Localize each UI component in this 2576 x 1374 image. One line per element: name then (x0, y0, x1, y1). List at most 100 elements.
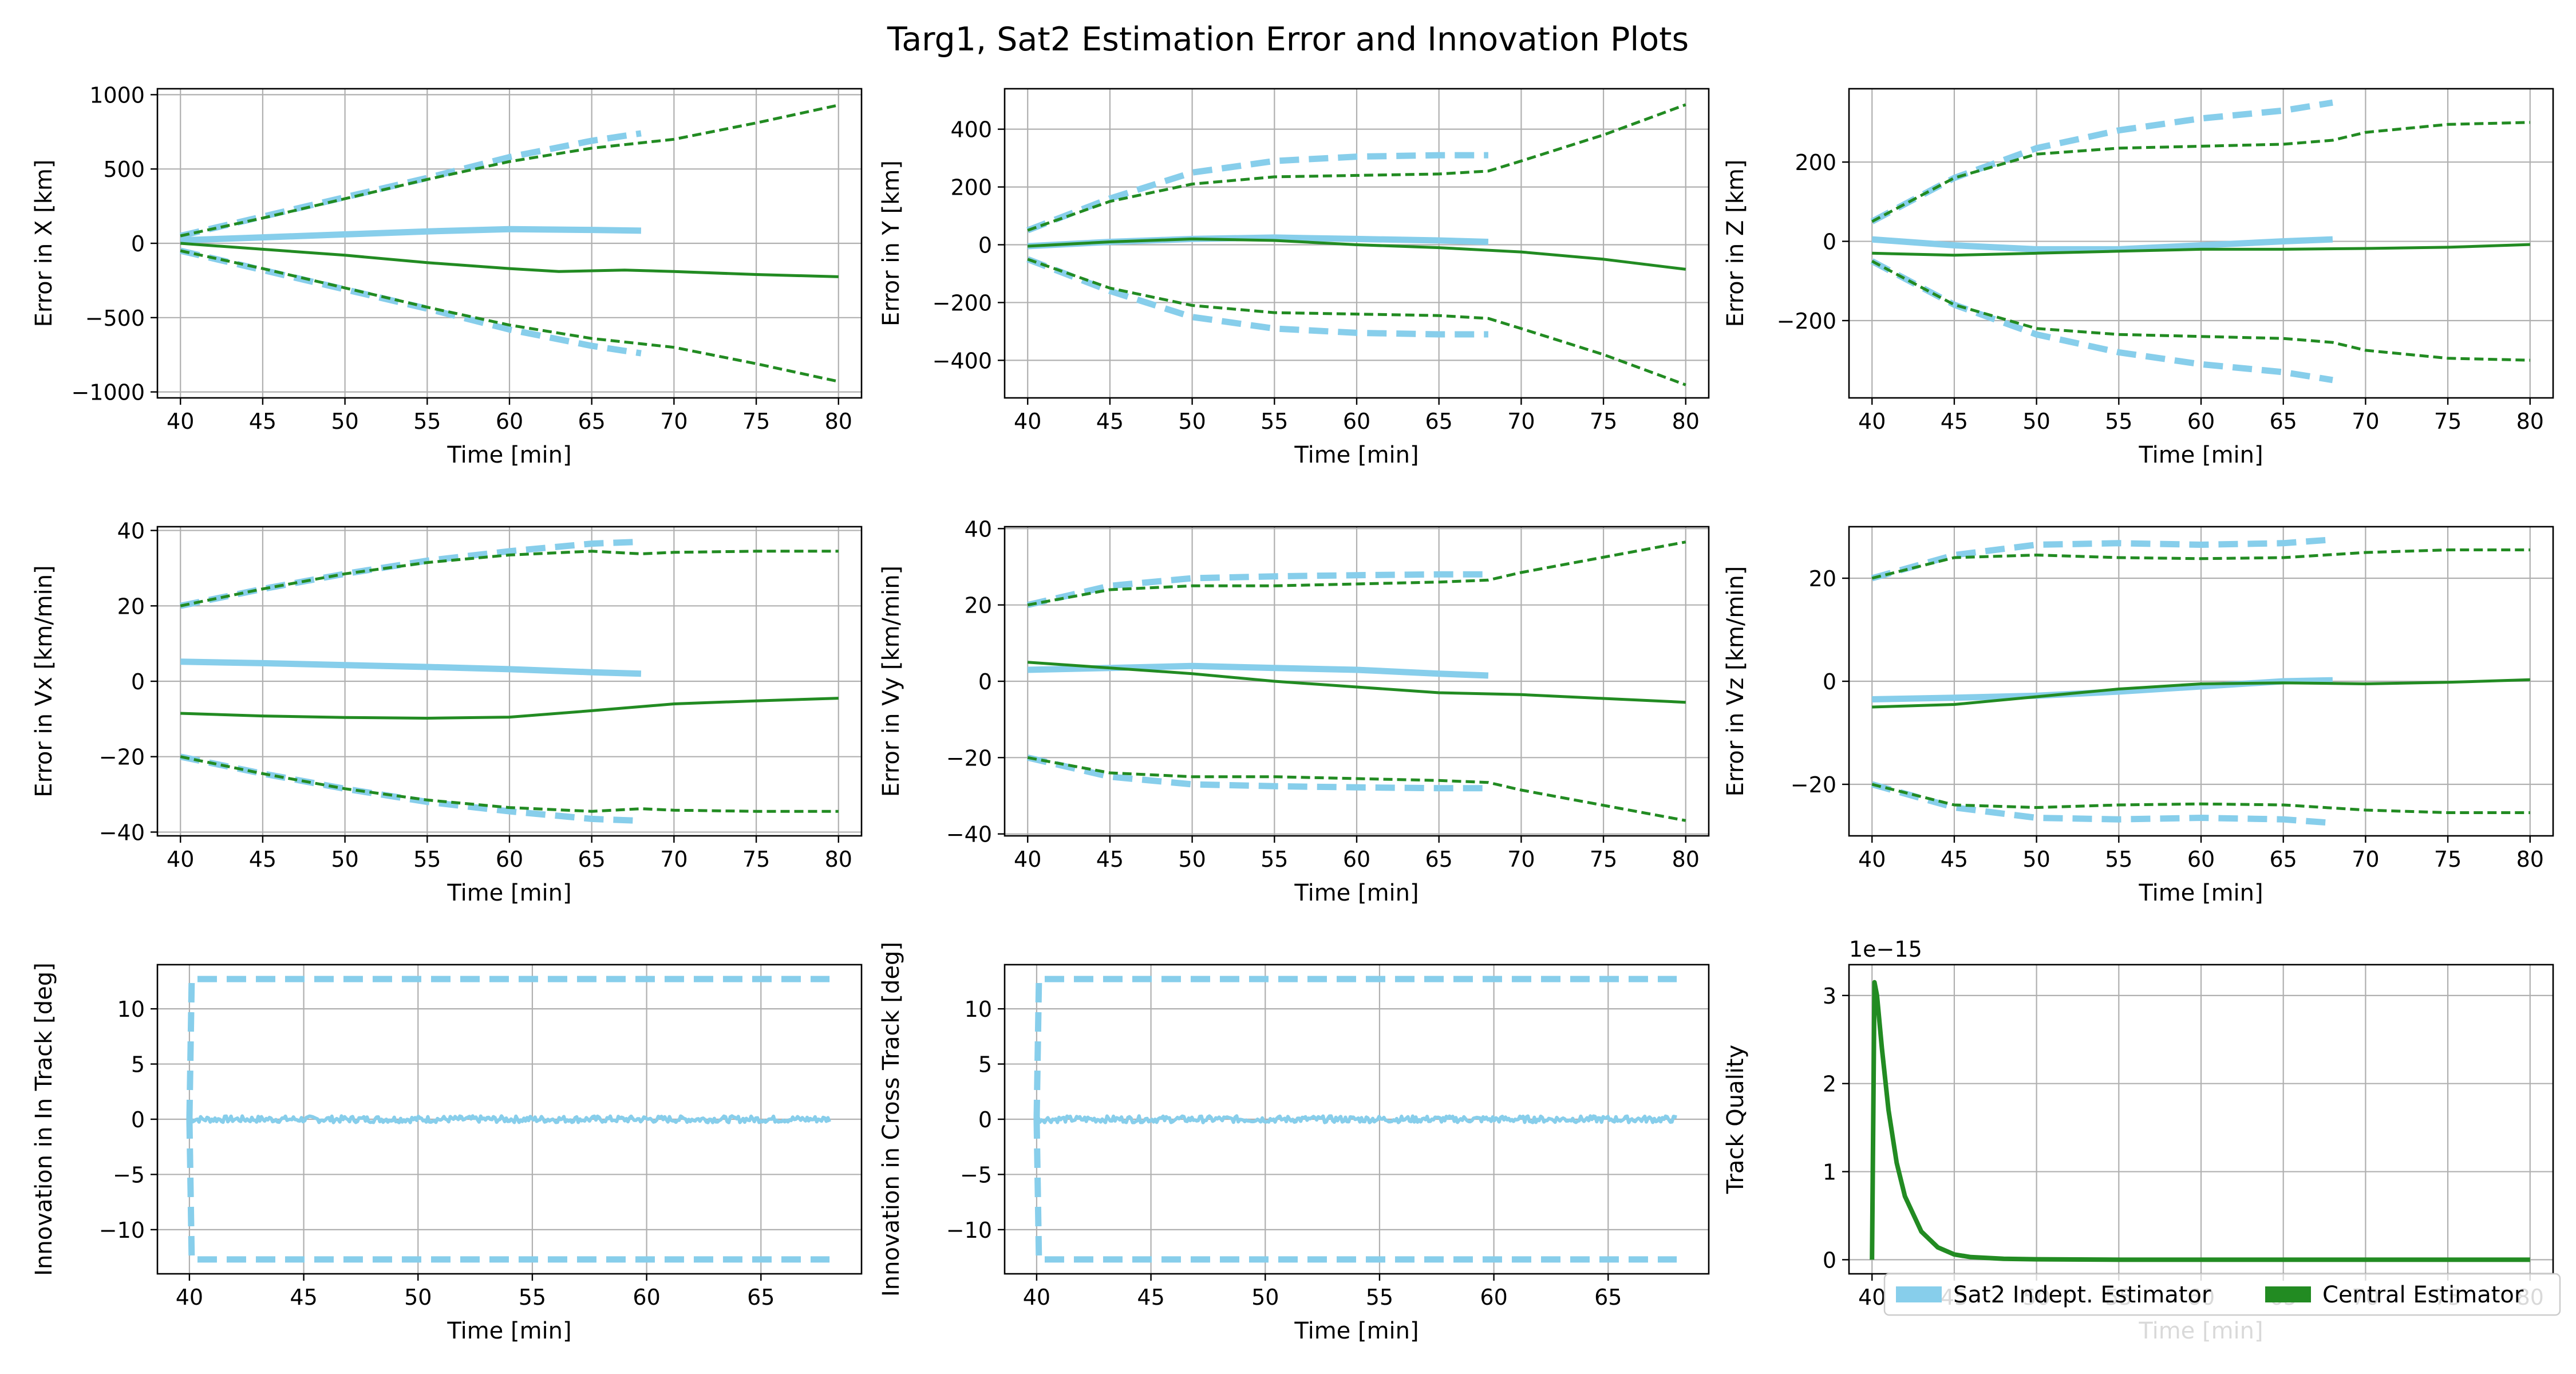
x-tick-label: 50 (1178, 847, 1206, 872)
x-tick-label: 75 (1590, 847, 1617, 872)
y-tick-label: 10 (117, 997, 145, 1022)
plot-area (186, 976, 831, 1263)
x-tick-label: 40 (167, 409, 194, 434)
x-tick-label: 55 (1261, 847, 1288, 872)
x-tick-label: 75 (2434, 409, 2462, 434)
central-bound-line (180, 755, 839, 813)
plot-area (1870, 980, 2530, 1262)
x-tick-label: 65 (578, 409, 606, 434)
figure-title: Targ1, Sat2 Estimation Error and Innovat… (887, 21, 1689, 58)
sat2-bound-line (1026, 571, 1488, 609)
x-tick-label: 45 (249, 409, 276, 434)
sat2-bound-line (180, 753, 642, 824)
y-tick-label: 5 (131, 1052, 145, 1077)
x-tick-label: 55 (1261, 409, 1288, 434)
x-tick-label: 40 (176, 1285, 203, 1310)
x-tick-label: 70 (660, 409, 688, 434)
sat2-error-line (180, 226, 641, 244)
y-axis-label: Error in Vx [km/min] (31, 565, 57, 797)
sat2-bound-line (186, 1119, 830, 1263)
x-tick-label: 40 (167, 847, 194, 872)
x-tick-label: 50 (404, 1285, 432, 1310)
x-tick-label: 60 (496, 847, 523, 872)
sat2-bound-line (1033, 1119, 1677, 1263)
subplot-8: 40 45 50 55 60 65 −10 −5 0 5 10 Time [min] Innovatio… (878, 942, 1710, 1344)
y-tick-label: 500 (103, 157, 145, 182)
y-tick-label: 0 (131, 1107, 145, 1132)
y-tick-label: −40 (946, 822, 992, 847)
y-tick-label: 200 (950, 175, 992, 200)
y-tick-label: −200 (1777, 309, 1836, 334)
y-tick-label: −20 (99, 745, 145, 770)
sat2-error-line (1871, 236, 2333, 252)
x-tick-label: 45 (249, 847, 276, 872)
y-tick-label: 0 (978, 1107, 992, 1132)
x-tick-label: 50 (2022, 847, 2050, 872)
y-tick-label: −1000 (71, 380, 145, 405)
y-tick-label: 20 (1809, 566, 1836, 591)
y-tick-label: 400 (950, 117, 992, 143)
x-tick-label: 45 (1941, 847, 1968, 872)
x-tick-label: 55 (2105, 847, 2132, 872)
x-tick-label: 60 (1480, 1285, 1507, 1310)
sat2-bound-line (1870, 99, 2333, 224)
central-error-line (1872, 678, 2530, 709)
x-axis-label: Time [min] (447, 1318, 571, 1344)
x-tick-label: 50 (331, 847, 358, 872)
y-tick-label: −5 (960, 1162, 992, 1187)
central-error-line (180, 242, 839, 278)
y-tick-label: 0 (131, 231, 145, 256)
central-bound-line (1871, 259, 2530, 362)
x-axis-label: Time [min] (2138, 880, 2263, 906)
x-tick-label: 40 (1014, 409, 1041, 434)
x-tick-label: 60 (633, 1285, 660, 1310)
x-tick-label: 50 (331, 409, 358, 434)
x-tick-label: 60 (2187, 847, 2215, 872)
x-tick-label: 60 (1343, 847, 1370, 872)
subplot-4: 40 45 50 55 60 65 70 75 80 −40 −20 0 20 40 Time [min] E… (31, 519, 863, 906)
x-tick-label: 75 (742, 847, 770, 872)
x-tick-label: 40 (1858, 1285, 1886, 1310)
subplot-2: 40 45 50 55 60 65 70 75 80 −400 −200 0 200 400 Time [m… (878, 88, 1710, 468)
sat2-bound-line (180, 538, 642, 609)
x-tick-label: 70 (2352, 847, 2379, 872)
x-axis-label: Time [min] (1294, 442, 1419, 468)
x-tick-label: 55 (519, 1285, 546, 1310)
x-tick-label: 75 (2434, 847, 2462, 872)
legend: Time [min] Sat2 Indept. Estimator Central … (1883, 1273, 2561, 1344)
y-tick-label: 20 (965, 593, 992, 618)
central-error-line (1028, 237, 1686, 271)
x-tick-label: 45 (290, 1285, 317, 1310)
x-tick-label: 80 (825, 409, 852, 434)
legend-frame (1883, 1273, 2561, 1316)
sat2-bound-line (179, 130, 642, 239)
x-tick-label: 75 (1590, 409, 1617, 434)
x-tick-label: 45 (1096, 409, 1124, 434)
central-quality-line (1870, 980, 2530, 1262)
y-axis-label: Error in Y [km] (878, 160, 904, 326)
x-tick-label: 65 (1425, 847, 1453, 872)
x-tick-label: 50 (1251, 1285, 1279, 1310)
sat2-bound-line (1870, 258, 2333, 384)
x-tick-label: 60 (1343, 409, 1370, 434)
y-axis-label: Error in Vy [km/min] (878, 566, 904, 797)
x-tick-label: 75 (742, 409, 770, 434)
sat2-innovation-line (1035, 1114, 1677, 1124)
y-tick-label: −5 (113, 1162, 145, 1187)
plot-area (1026, 103, 1686, 386)
sat2-bound-line (186, 976, 830, 1120)
y-tick-label: 3 (1823, 984, 1836, 1009)
sat2-bound-line (1026, 754, 1488, 792)
y-tick-label: 5 (978, 1052, 992, 1077)
central-bound-line (180, 104, 839, 238)
x-tick-label: 80 (1672, 409, 1700, 434)
x-tick-label: 65 (747, 1285, 775, 1310)
y-tick-label: 0 (131, 669, 145, 694)
sat2-bound-line (1033, 976, 1677, 1120)
central-bound-line (1871, 548, 2530, 580)
x-tick-label: 50 (1178, 409, 1206, 434)
x-tick-label: 45 (1137, 1285, 1164, 1310)
x-tick-label: 70 (1507, 409, 1535, 434)
x-axis-label: Time [min] (1294, 880, 1419, 906)
